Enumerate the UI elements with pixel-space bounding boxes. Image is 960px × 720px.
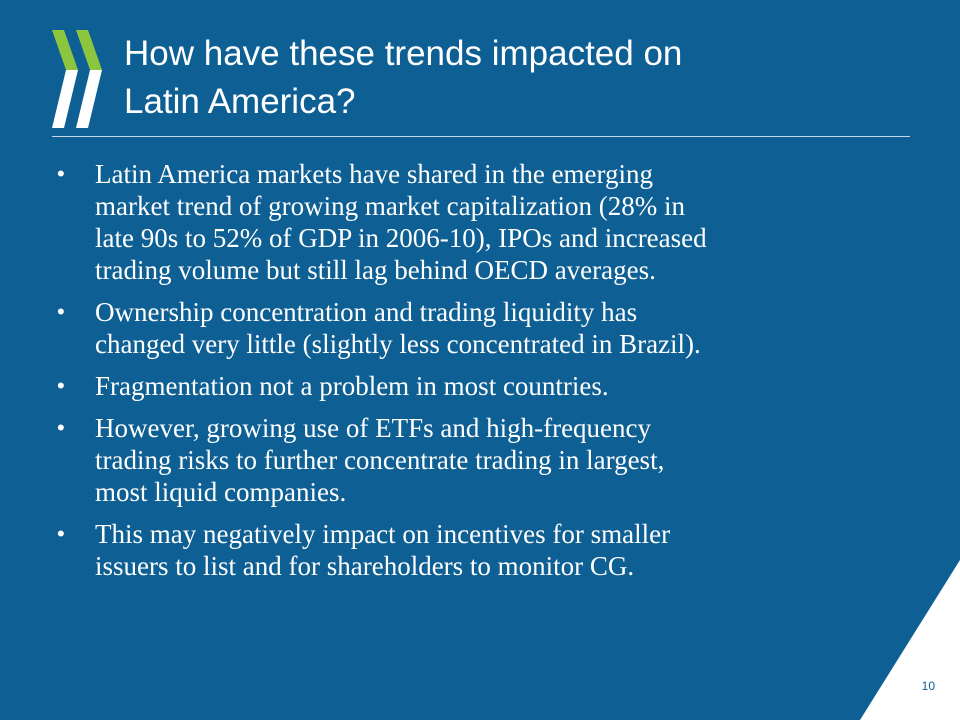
bullet-line: most liquid companies.: [95, 477, 347, 507]
bullet-list: • Latin America markets have shared in t…: [55, 158, 905, 592]
bullet-line: trading risks to further concentrate tra…: [95, 445, 665, 475]
slide-title-line: Latin America?: [124, 82, 356, 121]
corner-triangle-icon: [860, 560, 960, 720]
bullet-line: However, growing use of ETFs and high-fr…: [95, 413, 652, 443]
slide-title-line: How have these trends impacted on: [124, 34, 683, 73]
bullet-item: • This may negatively impact on incentiv…: [55, 518, 905, 582]
bullet-line: trading volume but still lag behind OECD…: [95, 255, 656, 285]
bullet-line: market trend of growing market capitaliz…: [95, 191, 686, 221]
bullet-dot-icon: •: [57, 415, 65, 440]
bullet-dot-icon: •: [57, 299, 65, 324]
page-number: 10: [921, 679, 935, 693]
logo-green-chevron-right: [76, 30, 102, 70]
bullet-item: • Ownership concentration and trading li…: [55, 296, 905, 360]
bullet-item: • Latin America markets have shared in t…: [55, 158, 905, 286]
bullet-dot-icon: •: [57, 373, 65, 398]
slide-title: How have these trends impacted on Latin …: [124, 30, 904, 126]
bullet-item: • However, growing use of ETFs and high-…: [55, 412, 905, 508]
bullet-line: Latin America markets have shared in the…: [95, 159, 654, 189]
bullet-dot-icon: •: [57, 161, 65, 186]
logo-white-chevron-left: [52, 70, 78, 128]
bullet-item: • Fragmentation not a problem in most co…: [55, 370, 905, 402]
bullet-line: Fragmentation not a problem in most coun…: [95, 371, 609, 401]
logo-white-chevron-right: [76, 70, 102, 128]
logo-green-chevron-left: [52, 30, 78, 70]
bullet-line: late 90s to 52% of GDP in 2006-10), IPOs…: [95, 223, 707, 253]
title-divider: [52, 136, 910, 137]
bullet-line: Ownership concentration and trading liqu…: [95, 297, 638, 327]
oecd-logo-icon: [52, 30, 102, 128]
bullet-line: issuers to list and for shareholders to …: [95, 551, 635, 581]
bullet-line: changed very little (slightly less conce…: [95, 329, 701, 359]
bullet-line: This may negatively impact on incentives…: [95, 519, 671, 549]
bullet-dot-icon: •: [57, 521, 65, 546]
